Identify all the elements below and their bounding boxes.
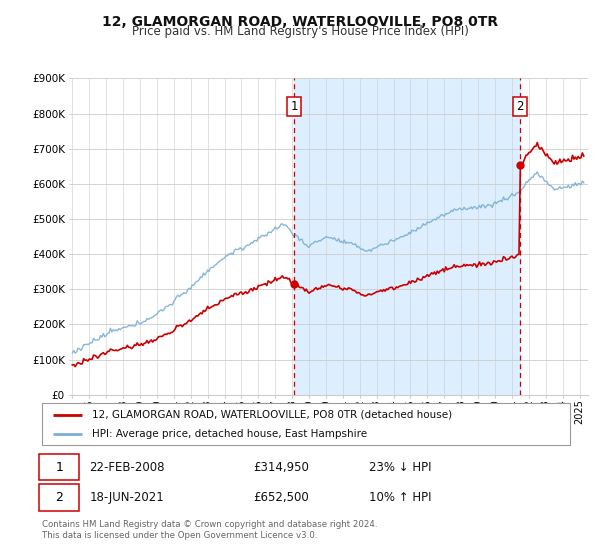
Text: £314,950: £314,950 [253,460,309,474]
Text: 12, GLAMORGAN ROAD, WATERLOOVILLE, PO8 0TR: 12, GLAMORGAN ROAD, WATERLOOVILLE, PO8 0… [102,15,498,29]
Text: 18-JUN-2021: 18-JUN-2021 [89,491,164,504]
Text: 22-FEB-2008: 22-FEB-2008 [89,460,165,474]
Text: Price paid vs. HM Land Registry's House Price Index (HPI): Price paid vs. HM Land Registry's House … [131,25,469,38]
Text: 12, GLAMORGAN ROAD, WATERLOOVILLE, PO8 0TR (detached house): 12, GLAMORGAN ROAD, WATERLOOVILLE, PO8 0… [92,409,452,419]
Text: £652,500: £652,500 [253,491,309,504]
FancyBboxPatch shape [40,484,79,511]
Text: 1: 1 [290,100,298,113]
Text: 23% ↓ HPI: 23% ↓ HPI [370,460,432,474]
Text: 2: 2 [516,100,523,113]
Text: Contains HM Land Registry data © Crown copyright and database right 2024.
This d: Contains HM Land Registry data © Crown c… [42,520,377,540]
Text: 10% ↑ HPI: 10% ↑ HPI [370,491,432,504]
Text: 1: 1 [55,460,63,474]
Text: 2: 2 [55,491,63,504]
FancyBboxPatch shape [40,454,79,480]
Bar [295,78,520,395]
Text: HPI: Average price, detached house, East Hampshire: HPI: Average price, detached house, East… [92,429,367,439]
